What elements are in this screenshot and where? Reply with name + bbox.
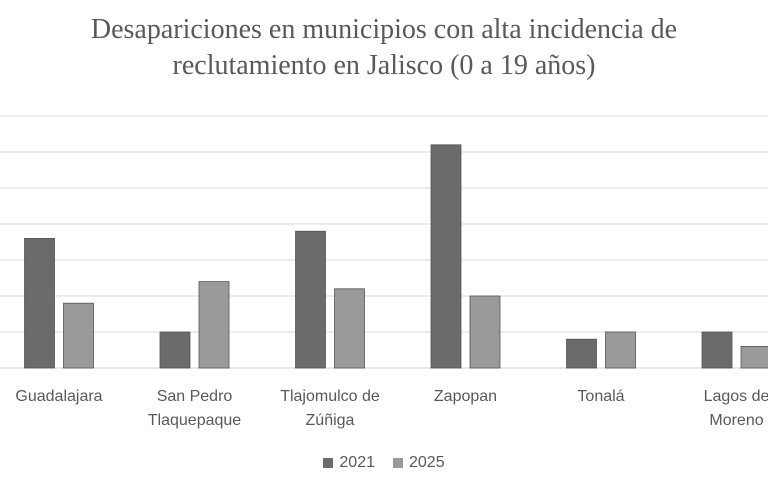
category-label-line: Zúñiga bbox=[306, 412, 355, 429]
chart-title-line-1: Desapariciones en municipios con alta in… bbox=[90, 14, 678, 45]
chart-legend: 2021 2025 bbox=[0, 454, 768, 472]
category-label-line: Tonalá bbox=[577, 388, 624, 405]
bar-2021-1 bbox=[159, 331, 191, 369]
category-label-4: Tonalá bbox=[577, 388, 624, 405]
category-label-line: San Pedro bbox=[157, 388, 233, 405]
bar-2025-3 bbox=[469, 295, 501, 369]
legend-swatch bbox=[393, 458, 403, 468]
category-label-1: San Pedro Tlaquepaque bbox=[148, 388, 242, 429]
category-label-5: Lagos de Moreno bbox=[704, 388, 768, 429]
category-label-line: Guadalajara bbox=[15, 388, 102, 405]
chart-title: Desapariciones en municipios con alta in… bbox=[0, 12, 768, 84]
bar-2025-5 bbox=[740, 345, 768, 369]
bar-2025-2 bbox=[334, 288, 365, 369]
bar-2021-4 bbox=[566, 338, 597, 369]
bars bbox=[24, 144, 768, 369]
legend-label: 2021 bbox=[339, 454, 375, 471]
category-label-line: Tlajomulco de bbox=[280, 388, 380, 405]
category-label-3: Zapopan bbox=[434, 388, 497, 405]
gridlines bbox=[0, 115, 768, 369]
legend-item-2025: 2025 bbox=[393, 454, 445, 472]
bar-2021-5 bbox=[701, 331, 733, 369]
legend-label: 2025 bbox=[409, 454, 445, 471]
legend-item-2021: 2021 bbox=[323, 454, 375, 472]
category-label-line: Zapopan bbox=[434, 388, 497, 405]
bar-2025-0 bbox=[63, 302, 94, 369]
category-label-2: Tlajomulco de Zúñiga bbox=[280, 388, 380, 429]
legend-swatch bbox=[323, 458, 334, 468]
bar-2021-0 bbox=[24, 237, 55, 369]
bar-2021-2 bbox=[295, 230, 326, 369]
category-label-line: Moreno bbox=[709, 412, 763, 429]
category-labels: Guadalajara San Pedro Tlaquepaque Tlajomulc… bbox=[15, 388, 768, 429]
chart-title-line-2: reclutamiento en Jalisco (0 a 19 años) bbox=[172, 50, 596, 81]
bar-2025-4 bbox=[605, 331, 636, 369]
category-label-line: Lagos de bbox=[704, 388, 768, 405]
bar-2025-1 bbox=[198, 281, 230, 369]
category-label-0: Guadalajara bbox=[15, 388, 102, 405]
bar-2021-3 bbox=[430, 144, 462, 369]
category-label-line: Tlaquepaque bbox=[148, 412, 242, 429]
